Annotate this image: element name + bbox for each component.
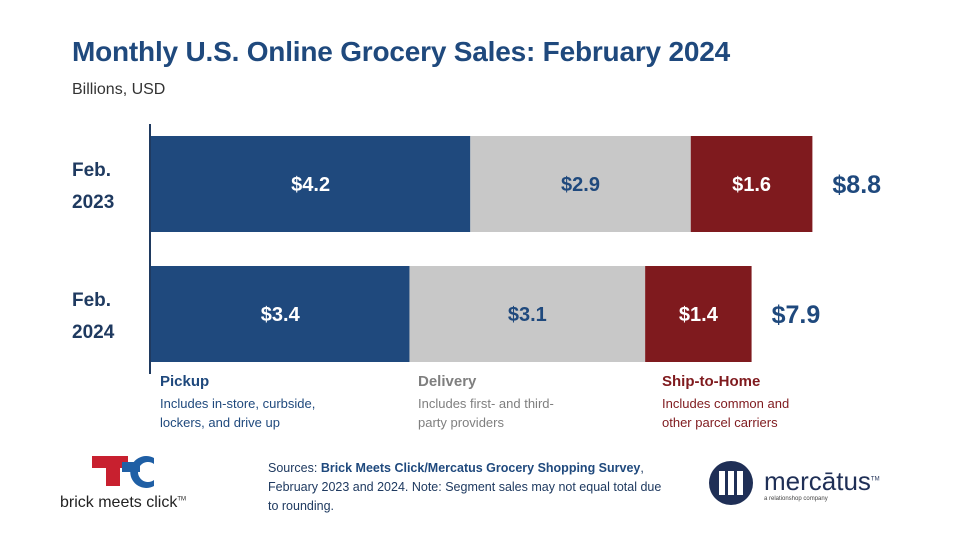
legend-pickup: Pickup Includes in-store, curbside, lock… [160, 372, 330, 432]
category-label-2024-line2: 2024 [72, 322, 115, 343]
data-label-pickup-feb-2023: $4.2 [291, 174, 330, 196]
legend-ship-to-home-title: Ship-to-Home [662, 373, 761, 390]
legend-ship-to-home: Ship-to-Home Includes common and other p… [662, 372, 802, 432]
chart-title: Monthly U.S. Online Grocery Sales: Febru… [72, 36, 730, 67]
total-label-feb-2024: $7.9 [772, 301, 821, 329]
sources-note: Sources: Brick Meets Click/Mercatus Groc… [268, 461, 662, 513]
category-label-2023: Feb. 2023 [72, 155, 114, 219]
sources-survey-name: Brick Meets Click/Mercatus Grocery Shopp… [320, 461, 641, 475]
category-label-2023-line2: 2023 [72, 192, 115, 213]
bar-ship-to-home-feb-2024 [645, 266, 752, 362]
data-label-delivery-feb-2023: $2.9 [561, 174, 600, 196]
brick-meets-click-wordmark: brick meets clickTM [60, 494, 187, 511]
mercatus-tagline: a relationshop company [764, 496, 828, 502]
bar-delivery-feb-2024 [409, 266, 646, 362]
bar-pickup-feb-2024 [151, 266, 410, 362]
bar-pickup-feb-2023 [151, 136, 471, 232]
legend-delivery-description: Includes first- and third-party provider… [418, 396, 554, 430]
chart-subtitle: Billions, USD [72, 81, 166, 98]
brick-meets-click-logo-mark [92, 456, 154, 488]
mercatus-logo-mark [709, 461, 753, 505]
legend-delivery: Delivery Includes first- and third-party… [418, 372, 568, 432]
mercatus-logo: mercātusTM a relationshop company [708, 460, 918, 510]
legend-pickup-title: Pickup [160, 373, 210, 390]
legend-pickup-description: Includes in-store, curbside, lockers, an… [160, 396, 316, 430]
bar-delivery-feb-2023 [470, 136, 691, 232]
brick-meets-click-logo: brick meets clickTM [60, 454, 220, 514]
category-label-2024: Feb. 2024 [72, 285, 114, 349]
mercatus-wordmark: mercātusTM [764, 466, 880, 496]
data-label-delivery-feb-2024: $3.1 [508, 304, 547, 326]
data-label-ship-to-home-feb-2023: $1.6 [732, 174, 771, 196]
bar-ship-to-home-feb-2023 [690, 136, 813, 232]
category-label-2024-line1: Feb. [72, 290, 112, 311]
total-label-feb-2023: $8.8 [832, 171, 881, 199]
legend-ship-to-home-description: Includes common and other parcel carrier… [662, 396, 790, 430]
stacked-bar-chart: $4.2 $2.9 $1.6 $8.8 $3.4 $3.1 $1.4 $7.9 [149, 124, 881, 374]
category-label-2023-line1: Feb. [72, 160, 112, 181]
legend-delivery-title: Delivery [418, 373, 477, 390]
data-label-pickup-feb-2024: $3.4 [261, 304, 301, 326]
data-label-ship-to-home-feb-2024: $1.4 [679, 304, 719, 326]
